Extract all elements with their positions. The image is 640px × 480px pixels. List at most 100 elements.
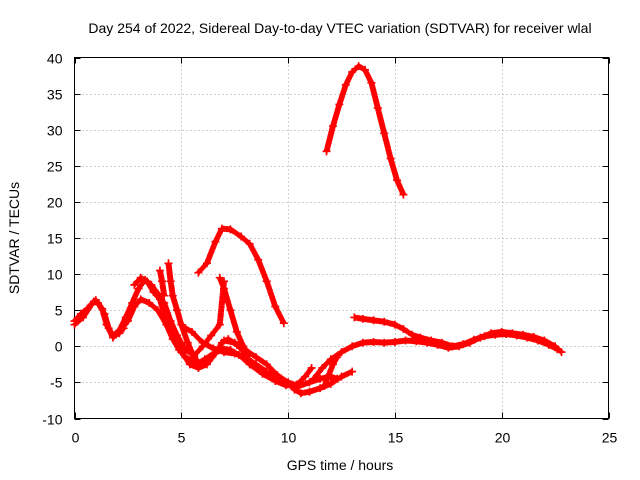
data-point bbox=[358, 314, 367, 323]
data-point bbox=[226, 306, 235, 315]
data-point bbox=[469, 335, 478, 344]
data-point bbox=[194, 268, 203, 277]
y-axis: -10 -5 0 5 10 15 20 25 30 35 40 bbox=[42, 51, 609, 428]
data-point bbox=[512, 331, 521, 340]
data-point bbox=[168, 291, 177, 300]
data-point bbox=[145, 298, 154, 307]
y-tick-label: 10 bbox=[47, 267, 63, 283]
data-point bbox=[350, 313, 359, 322]
data-point bbox=[241, 345, 250, 354]
data-point bbox=[322, 147, 331, 156]
data-point bbox=[544, 340, 553, 349]
data-point bbox=[369, 337, 378, 346]
data-point bbox=[215, 273, 224, 282]
data-point bbox=[170, 335, 179, 344]
data-point bbox=[220, 336, 229, 345]
data-point bbox=[196, 360, 205, 369]
x-tick-label: 15 bbox=[388, 430, 404, 446]
series-arc-early-5 bbox=[155, 266, 169, 300]
x-axis-label: GPS time / hours bbox=[287, 457, 394, 473]
data-point bbox=[459, 340, 468, 349]
data-point bbox=[160, 291, 169, 300]
data-point bbox=[136, 273, 145, 282]
data-point bbox=[205, 356, 214, 365]
data-point bbox=[254, 255, 263, 264]
data-point bbox=[328, 122, 337, 131]
y-tick-label: 5 bbox=[55, 303, 63, 319]
data-point bbox=[399, 324, 408, 333]
data-point bbox=[237, 232, 246, 241]
data-point bbox=[166, 277, 175, 286]
series-arc-mid-2 bbox=[194, 224, 288, 328]
data-point bbox=[416, 333, 425, 342]
data-point bbox=[407, 330, 416, 339]
data-point bbox=[386, 154, 395, 163]
data-point bbox=[320, 382, 329, 391]
x-axis: 0 5 10 15 20 25 bbox=[72, 57, 618, 446]
data-point bbox=[173, 306, 182, 315]
data-point bbox=[309, 374, 318, 383]
data-point bbox=[480, 332, 489, 341]
data-point bbox=[523, 333, 532, 342]
data-point bbox=[305, 387, 314, 396]
data-point bbox=[87, 300, 96, 309]
data-point bbox=[348, 367, 357, 376]
data-point bbox=[128, 298, 137, 307]
y-tick-label: -5 bbox=[50, 375, 63, 391]
data-point bbox=[155, 295, 164, 304]
y-tick-label: 0 bbox=[55, 339, 63, 355]
data-point bbox=[294, 382, 303, 391]
data-point bbox=[380, 317, 389, 326]
data-point bbox=[98, 304, 107, 313]
data-point bbox=[333, 374, 342, 383]
series-arc-early-6 bbox=[164, 259, 214, 369]
data-point bbox=[232, 327, 241, 336]
data-point bbox=[155, 266, 164, 275]
data-point bbox=[333, 353, 342, 362]
data-point bbox=[136, 295, 145, 304]
data-point bbox=[273, 371, 282, 380]
data-point bbox=[437, 338, 446, 347]
data-point bbox=[534, 336, 543, 345]
data-point bbox=[284, 378, 293, 387]
data-point bbox=[553, 345, 562, 354]
data-point bbox=[209, 344, 218, 353]
series-markers bbox=[165, 260, 213, 368]
data-point bbox=[318, 363, 327, 372]
data-point bbox=[271, 302, 280, 311]
data-point bbox=[164, 259, 173, 268]
series-arc-late-3 bbox=[320, 353, 342, 391]
y-tick-label: 20 bbox=[47, 195, 63, 211]
data-point bbox=[348, 67, 357, 76]
data-point bbox=[305, 378, 314, 387]
data-point bbox=[183, 338, 192, 347]
data-point bbox=[185, 360, 194, 369]
data-point bbox=[220, 348, 229, 357]
data-point bbox=[143, 277, 152, 286]
series-arc-mid-4 bbox=[220, 336, 342, 391]
data-point bbox=[501, 330, 510, 339]
x-tick-label: 5 bbox=[178, 430, 186, 446]
data-point bbox=[348, 342, 357, 351]
y-tick-label: 30 bbox=[47, 123, 63, 139]
data-point bbox=[393, 176, 402, 185]
data-point bbox=[373, 104, 382, 113]
data-point bbox=[341, 80, 350, 89]
x-tick-label: 20 bbox=[495, 430, 511, 446]
data-point bbox=[279, 319, 288, 328]
x-tick-label: 25 bbox=[602, 430, 618, 446]
data-point bbox=[134, 284, 143, 293]
data-point bbox=[70, 320, 79, 329]
y-tick-label: 35 bbox=[47, 87, 63, 103]
data-point bbox=[121, 313, 130, 322]
data-point bbox=[390, 320, 399, 329]
data-point bbox=[149, 288, 158, 297]
data-point bbox=[230, 349, 239, 358]
data-point bbox=[380, 129, 389, 138]
series-arc-late-2 bbox=[350, 313, 562, 354]
data-point bbox=[245, 239, 254, 248]
data-point bbox=[369, 316, 378, 325]
series-arc-peak bbox=[322, 62, 408, 199]
y-tick-label: 25 bbox=[47, 159, 63, 175]
